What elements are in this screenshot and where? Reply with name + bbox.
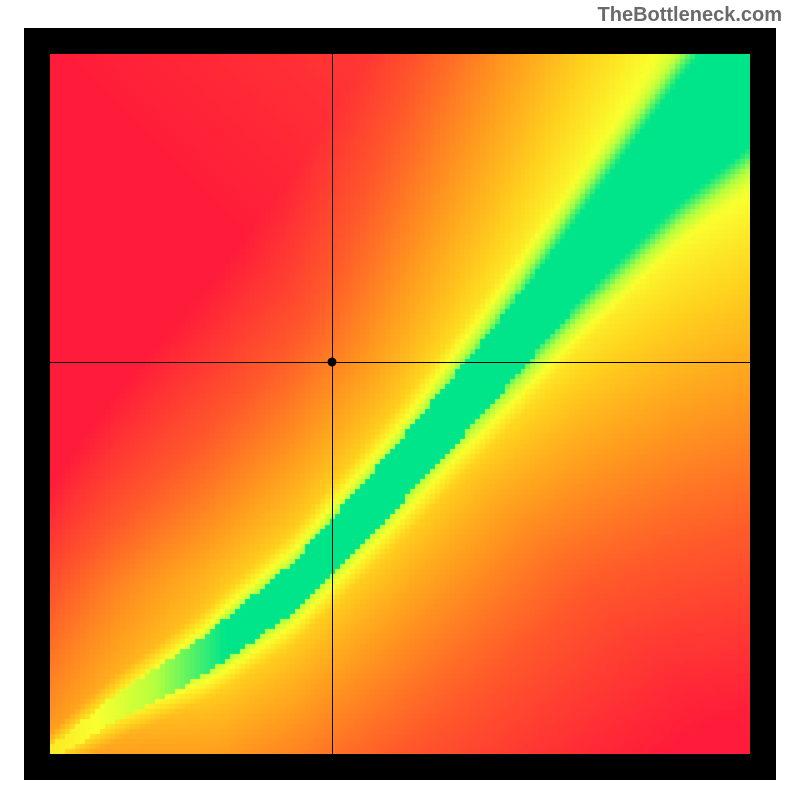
watermark-text: TheBottleneck.com	[598, 4, 782, 27]
heatmap-canvas	[50, 54, 750, 754]
plot-frame	[24, 28, 776, 780]
plot-area	[50, 54, 750, 754]
chart-container: TheBottleneck.com	[0, 0, 800, 800]
